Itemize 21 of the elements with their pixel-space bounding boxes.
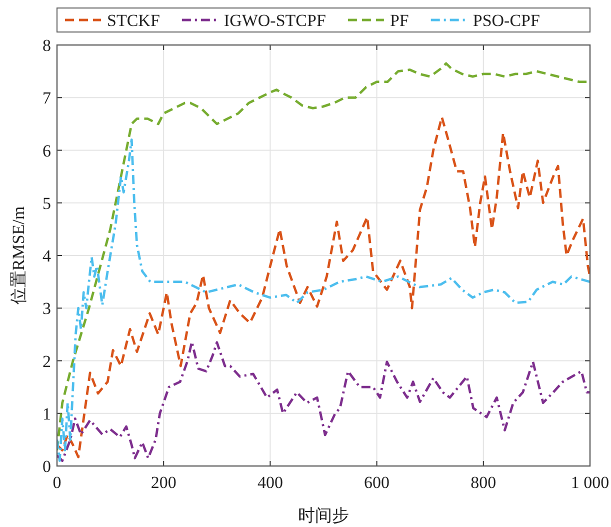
legend-label: PF	[390, 11, 409, 30]
y-tick-label: 6	[42, 141, 51, 160]
x-tick-label: 1 000	[570, 473, 610, 492]
y-tick-label: 3	[42, 299, 51, 318]
x-tick-label: 400	[257, 473, 283, 492]
x-tick-label: 600	[364, 473, 390, 492]
y-tick-label: 1	[42, 404, 51, 424]
line-series	[57, 340, 590, 462]
y-tick-label: 8	[42, 36, 51, 55]
legend-label: STCKF	[107, 11, 160, 30]
y-tick-label: 0	[42, 457, 51, 476]
legend-label: IGWO-STCPF	[224, 11, 326, 30]
y-tick-label: 7	[42, 88, 52, 108]
y-tick-label: 4	[42, 246, 52, 266]
x-tick-label: 800	[470, 473, 496, 492]
legend-label: PSO-CPF	[472, 11, 540, 30]
y-axis-title: 位置RMSE/m	[9, 206, 28, 305]
x-axis-title: 时间步	[298, 506, 349, 525]
y-tick-label: 5	[42, 194, 51, 213]
y-tick-label: 2	[42, 352, 51, 371]
x-tick-label: 200	[150, 473, 176, 492]
